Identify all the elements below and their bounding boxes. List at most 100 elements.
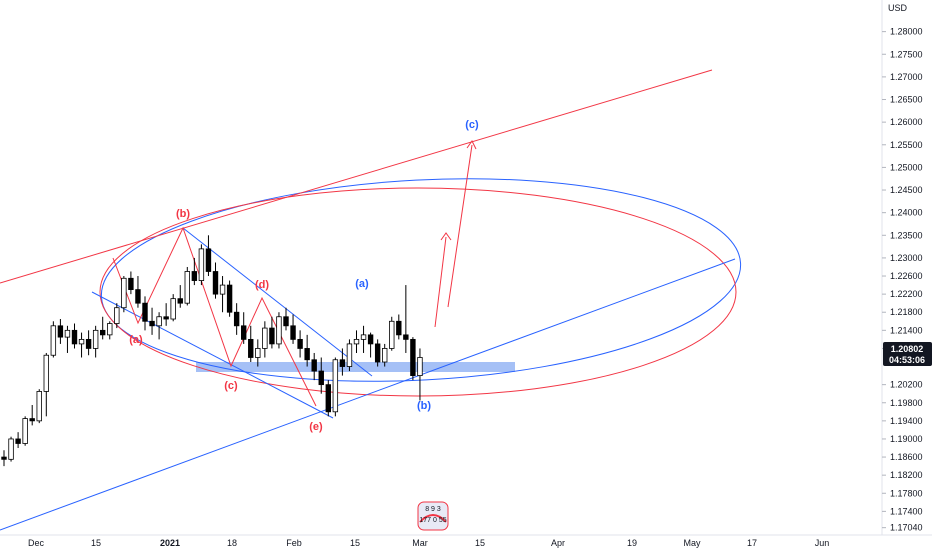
candle-body[interactable] bbox=[318, 370, 324, 386]
candle-body[interactable] bbox=[36, 391, 42, 422]
red-arrow-short-line[interactable] bbox=[434, 236, 447, 328]
candle-body[interactable] bbox=[107, 323, 113, 336]
time-tick-label: 2021 bbox=[160, 538, 180, 548]
candle-body[interactable] bbox=[85, 338, 92, 349]
red-wave-label-a[interactable]: (a) bbox=[129, 334, 143, 346]
candle-body[interactable] bbox=[381, 348, 388, 363]
candle-body[interactable] bbox=[396, 320, 402, 336]
countdown-value: 04:53:06 bbox=[889, 355, 925, 365]
candle-body[interactable] bbox=[410, 338, 416, 376]
candle-body[interactable] bbox=[360, 334, 367, 340]
price-tick-label: 1.22200 bbox=[890, 289, 923, 299]
red-wave-label-c[interactable]: (c) bbox=[224, 380, 238, 392]
red-trendline-upper[interactable] bbox=[0, 69, 713, 284]
red-wave-label-b[interactable]: (b) bbox=[176, 208, 190, 220]
blue-wave-label-b[interactable]: (b) bbox=[417, 400, 431, 412]
candle-body[interactable] bbox=[163, 316, 169, 320]
candle-body[interactable] bbox=[311, 359, 317, 372]
candle-body[interactable] bbox=[290, 325, 296, 340]
last-price-tag[interactable]: 1.20802 04:53:06 bbox=[883, 342, 932, 366]
price-tick-label: 1.23500 bbox=[890, 230, 923, 240]
candle-body[interactable] bbox=[1, 456, 7, 460]
price-tick-label: 1.27000 bbox=[890, 72, 923, 82]
candle-body[interactable] bbox=[403, 334, 409, 340]
watermark-line1: 8 9 3 bbox=[425, 506, 441, 513]
candle-body[interactable] bbox=[346, 343, 353, 367]
blue-wave-label-a[interactable]: (a) bbox=[355, 278, 369, 290]
candle-body[interactable] bbox=[142, 302, 148, 322]
candle-body[interactable] bbox=[64, 329, 71, 338]
candle-body[interactable] bbox=[226, 284, 233, 313]
time-axis[interactable]: Dec 15 2021 18 Feb 15 Mar 15 Apr 19 May 17 Jun bbox=[28, 538, 829, 548]
candle-body[interactable] bbox=[50, 325, 57, 356]
time-tick-label: 15 bbox=[91, 538, 101, 548]
price-tick-label: 1.19800 bbox=[890, 398, 923, 408]
candle-body[interactable] bbox=[78, 338, 85, 345]
candle-body[interactable] bbox=[57, 325, 64, 338]
candle-body[interactable] bbox=[149, 320, 155, 327]
blue-trendline-lower[interactable] bbox=[0, 258, 736, 531]
candle-body[interactable] bbox=[135, 289, 141, 304]
candle-body[interactable] bbox=[269, 327, 275, 345]
candle-body[interactable] bbox=[233, 311, 240, 327]
blue-channel-lower[interactable] bbox=[91, 291, 334, 419]
candle-body[interactable] bbox=[248, 338, 254, 358]
candle-body[interactable] bbox=[170, 298, 176, 320]
candle-body[interactable] bbox=[29, 418, 35, 422]
candle-body[interactable] bbox=[212, 271, 219, 295]
time-tick-label: 17 bbox=[747, 538, 757, 548]
price-tick-label: 1.18600 bbox=[890, 452, 923, 462]
time-tick-label: Jun bbox=[815, 538, 830, 548]
candle-body[interactable] bbox=[219, 284, 226, 295]
candle-body[interactable] bbox=[304, 348, 310, 361]
candle-body[interactable] bbox=[325, 384, 331, 413]
candle-body[interactable] bbox=[417, 357, 423, 376]
time-tick-label: 15 bbox=[475, 538, 485, 548]
candle-body[interactable] bbox=[92, 329, 99, 349]
candle-body[interactable] bbox=[389, 320, 395, 349]
candle-body[interactable] bbox=[43, 354, 49, 392]
candle-body[interactable] bbox=[339, 359, 346, 367]
candle-body[interactable] bbox=[22, 418, 28, 444]
red-ellipse[interactable] bbox=[99, 187, 737, 397]
candle-body[interactable] bbox=[374, 343, 381, 363]
candle-body[interactable] bbox=[332, 359, 339, 413]
currency-label: USD bbox=[888, 3, 908, 13]
candle-body[interactable] bbox=[262, 327, 268, 349]
candle-body[interactable] bbox=[15, 438, 21, 444]
candle-body[interactable] bbox=[297, 338, 303, 349]
red-wave-zigzag[interactable] bbox=[112, 226, 317, 407]
price-axis[interactable]: 1.28000 1.27500 1.27000 1.26500 1.26000 1.255… bbox=[882, 27, 923, 533]
red-wave-label-e[interactable]: (e) bbox=[309, 421, 323, 433]
candle-body[interactable] bbox=[177, 298, 183, 304]
candle-body[interactable] bbox=[353, 338, 360, 345]
price-tick-label: 1.21800 bbox=[890, 307, 923, 317]
last-price-tag-background bbox=[883, 342, 932, 366]
candle-body[interactable] bbox=[255, 348, 261, 358]
candle-body[interactable] bbox=[184, 271, 190, 304]
support-zone-band[interactable] bbox=[196, 362, 515, 372]
candle-body[interactable] bbox=[191, 271, 198, 281]
price-tick-label: 1.17040 bbox=[890, 523, 923, 533]
candle-body[interactable] bbox=[114, 307, 120, 324]
blue-channel-upper[interactable] bbox=[182, 227, 373, 377]
candle-body[interactable] bbox=[8, 438, 14, 460]
candle-body[interactable] bbox=[240, 325, 247, 340]
candle-body[interactable] bbox=[276, 316, 282, 345]
red-arrow-long-line[interactable] bbox=[447, 144, 473, 308]
candle-body[interactable] bbox=[283, 316, 289, 327]
candle-body[interactable] bbox=[71, 329, 78, 345]
candle-body[interactable] bbox=[121, 277, 127, 309]
red-wave-label-d[interactable]: (d) bbox=[255, 279, 269, 291]
candle-body[interactable] bbox=[100, 329, 106, 336]
candle-body[interactable] bbox=[128, 277, 134, 291]
candle-body[interactable] bbox=[367, 334, 374, 345]
watermark-line2: 177 0 55 bbox=[419, 517, 446, 524]
candle-body[interactable] bbox=[198, 248, 205, 281]
candle-body[interactable] bbox=[156, 316, 162, 327]
price-tick-label: 1.26000 bbox=[890, 117, 923, 127]
blue-wave-label-c[interactable]: (c) bbox=[465, 119, 479, 131]
candle-body[interactable] bbox=[205, 248, 212, 272]
